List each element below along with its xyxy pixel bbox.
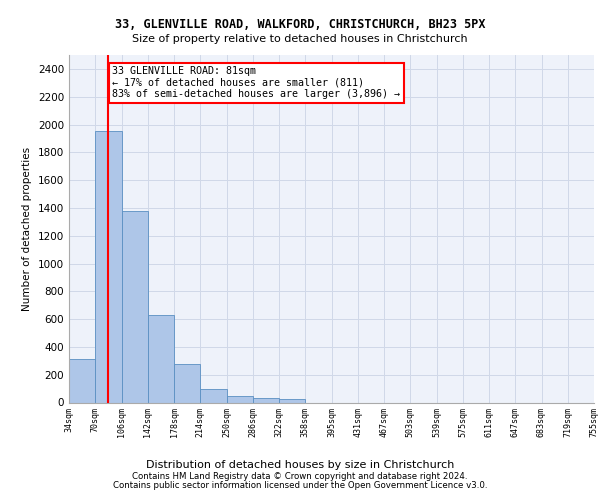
- Bar: [69, 358, 95, 403]
- Bar: [279, 399, 305, 402]
- Bar: [95, 132, 121, 402]
- Text: 33, GLENVILLE ROAD, WALKFORD, CHRISTCHURCH, BH23 5PX: 33, GLENVILLE ROAD, WALKFORD, CHRISTCHUR…: [115, 18, 485, 30]
- Text: Size of property relative to detached houses in Christchurch: Size of property relative to detached ho…: [132, 34, 468, 43]
- Bar: [253, 398, 279, 402]
- Bar: [227, 396, 253, 402]
- Bar: [121, 210, 148, 402]
- Text: Distribution of detached houses by size in Christchurch: Distribution of detached houses by size …: [146, 460, 454, 470]
- Text: Contains HM Land Registry data © Crown copyright and database right 2024.: Contains HM Land Registry data © Crown c…: [132, 472, 468, 481]
- Bar: [148, 315, 174, 402]
- Bar: [174, 364, 200, 403]
- Text: 33 GLENVILLE ROAD: 81sqm
← 17% of detached houses are smaller (811)
83% of semi-: 33 GLENVILLE ROAD: 81sqm ← 17% of detach…: [112, 66, 400, 100]
- Bar: [200, 388, 227, 402]
- Text: Contains public sector information licensed under the Open Government Licence v3: Contains public sector information licen…: [113, 481, 487, 490]
- Y-axis label: Number of detached properties: Number of detached properties: [22, 146, 32, 311]
